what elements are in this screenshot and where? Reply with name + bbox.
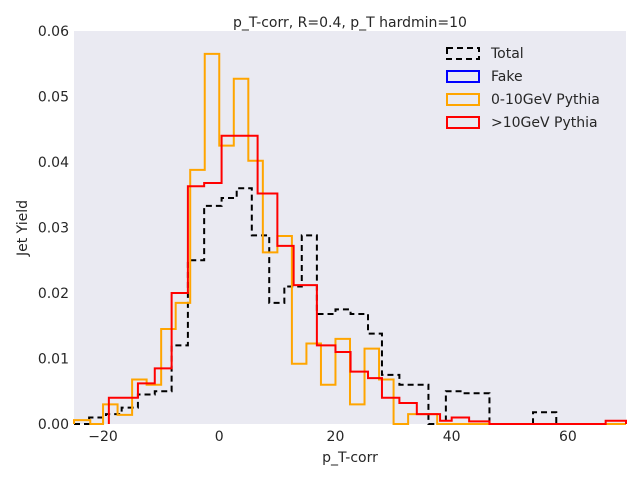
y-tick-label: 0.05 (38, 90, 69, 106)
legend-swatch (446, 93, 480, 106)
y-tick-label: 0.03 (38, 221, 69, 237)
y-tick-label: 0.04 (38, 155, 69, 171)
x-axis-title: p_T-corr (322, 450, 378, 466)
y-tick-label: 0.01 (38, 352, 69, 368)
y-axis-title: Jet Yield (15, 200, 31, 257)
chart-title: p_T-corr, R=0.4, p_T hardmin=10 (233, 15, 467, 31)
series-line-3 (107, 134, 627, 425)
legend-label: >10GeV Pythia (491, 115, 598, 131)
x-tick-label: 40 (443, 429, 461, 445)
y-tick-label: 0.06 (38, 24, 69, 40)
legend-label: Fake (491, 69, 523, 85)
legend: Total Fake 0-10GeV Pythia >10GeV Pythia (446, 46, 600, 131)
legend-swatch (446, 116, 480, 129)
y-tick-label: 0.00 (38, 417, 69, 433)
legend-label: 0-10GeV Pythia (491, 92, 600, 108)
y-tick-label: 0.02 (38, 286, 69, 302)
x-ticks: −20 0 20 40 60 (88, 429, 577, 445)
legend-swatch (446, 70, 480, 83)
x-tick-label: −20 (88, 429, 118, 445)
x-tick-label: 60 (559, 429, 577, 445)
y-ticks: 0.00 0.01 0.02 0.03 0.04 0.05 0.06 (38, 24, 69, 433)
legend-swatch (446, 47, 480, 60)
x-tick-label: 0 (215, 429, 224, 445)
x-tick-label: 20 (327, 429, 345, 445)
legend-label: Total (490, 46, 524, 62)
series-line-0 (74, 187, 626, 425)
series-layer (73, 52, 627, 425)
